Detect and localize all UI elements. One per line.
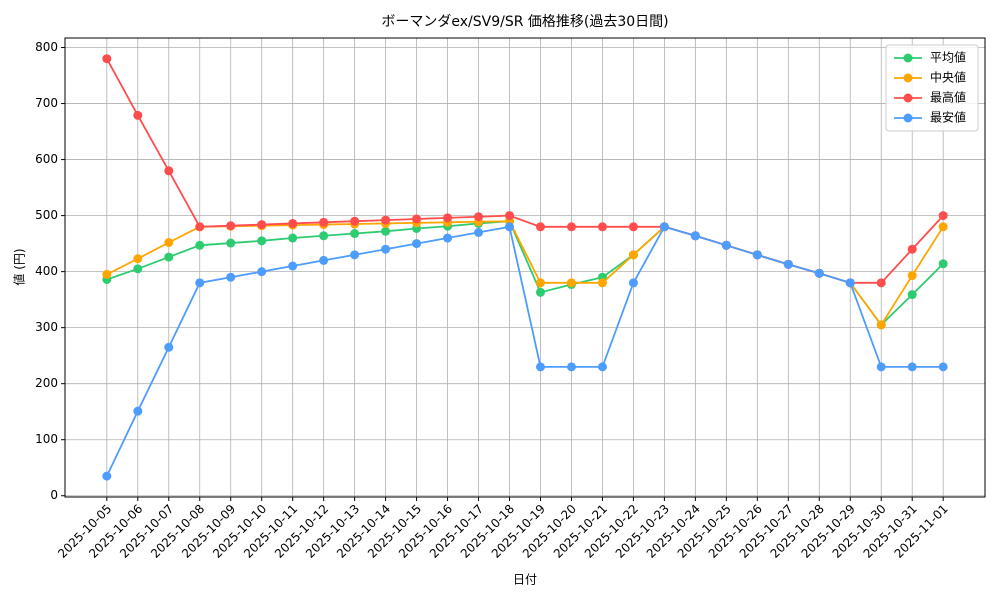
data-point — [319, 231, 329, 241]
data-point — [288, 233, 298, 243]
data-point — [381, 244, 391, 254]
data-point — [907, 290, 917, 300]
data-point — [412, 239, 422, 249]
data-point — [288, 218, 298, 228]
data-point — [535, 287, 545, 297]
data-point — [164, 166, 174, 176]
data-point — [319, 217, 329, 227]
data-point — [535, 278, 545, 288]
data-point — [288, 261, 298, 271]
data-point — [628, 250, 638, 260]
data-point — [628, 278, 638, 288]
y-tick-label: 500 — [35, 208, 58, 222]
legend-label: 中央値 — [930, 70, 966, 85]
data-point — [535, 222, 545, 232]
data-point — [412, 214, 422, 224]
data-point — [133, 264, 143, 274]
data-point — [721, 240, 731, 250]
legend-marker — [903, 113, 913, 123]
data-point — [566, 278, 576, 288]
data-point — [133, 406, 143, 416]
data-point — [505, 211, 515, 221]
data-point — [195, 278, 205, 288]
series-line — [106, 58, 944, 284]
data-point — [350, 229, 360, 239]
data-point — [102, 269, 112, 279]
data-point — [814, 268, 824, 278]
data-point — [845, 278, 855, 288]
data-point — [102, 54, 112, 64]
legend-marker — [903, 73, 913, 83]
x-axis-label: 日付 — [513, 573, 537, 587]
data-point — [628, 222, 638, 232]
data-point — [876, 278, 886, 288]
data-point — [133, 110, 143, 120]
data-point — [226, 221, 236, 231]
data-point — [257, 236, 267, 246]
data-point — [257, 220, 267, 230]
y-tick-label: 600 — [35, 152, 58, 166]
data-point — [566, 362, 576, 372]
data-point — [938, 259, 948, 269]
legend-marker — [903, 93, 913, 103]
chart-title: ボーマンダex/SV9/SR 価格推移(過去30日間) — [381, 14, 668, 30]
plot-frame — [64, 37, 986, 498]
data-point — [257, 267, 267, 277]
data-point — [938, 211, 948, 221]
data-point — [195, 240, 205, 250]
data-point — [164, 342, 174, 352]
data-point — [659, 222, 669, 232]
data-point — [350, 250, 360, 260]
data-point — [443, 213, 453, 223]
data-point — [226, 272, 236, 282]
y-axis-label: 値 (円) — [12, 248, 27, 285]
y-tick-label: 100 — [35, 432, 58, 446]
data-point — [102, 471, 112, 481]
data-point — [566, 222, 576, 232]
data-point — [597, 222, 607, 232]
y-tick-label: 0 — [50, 488, 58, 502]
legend-label: 平均値 — [930, 50, 966, 65]
data-point — [907, 362, 917, 372]
legend-box — [885, 44, 979, 132]
data-point — [226, 238, 236, 248]
data-point — [597, 278, 607, 288]
data-point — [164, 252, 174, 262]
data-point — [783, 259, 793, 269]
data-point — [195, 222, 205, 232]
data-point — [164, 237, 174, 247]
data-point — [505, 222, 515, 232]
data-point — [690, 231, 700, 241]
data-point — [133, 254, 143, 264]
data-point — [876, 320, 886, 330]
y-tick-label: 400 — [35, 264, 58, 278]
data-point — [876, 362, 886, 372]
data-point — [907, 271, 917, 281]
data-point — [938, 222, 948, 232]
legend-label: 最高値 — [930, 90, 966, 105]
data-point — [319, 255, 329, 265]
data-point — [381, 226, 391, 236]
y-tick-label: 700 — [35, 96, 58, 110]
y-tick-label: 800 — [35, 40, 58, 54]
legend-marker — [903, 53, 913, 63]
data-point — [443, 233, 453, 243]
data-point — [474, 227, 484, 237]
data-point — [381, 215, 391, 225]
data-point — [938, 362, 948, 372]
legend-label: 最安値 — [930, 110, 966, 125]
data-point — [597, 362, 607, 372]
data-point — [350, 216, 360, 226]
data-point — [752, 250, 762, 260]
data-point — [535, 362, 545, 372]
data-point — [474, 212, 484, 222]
series-line — [106, 225, 944, 477]
y-tick-label: 200 — [35, 376, 58, 390]
y-tick-label: 300 — [35, 320, 58, 334]
data-point — [907, 244, 917, 254]
